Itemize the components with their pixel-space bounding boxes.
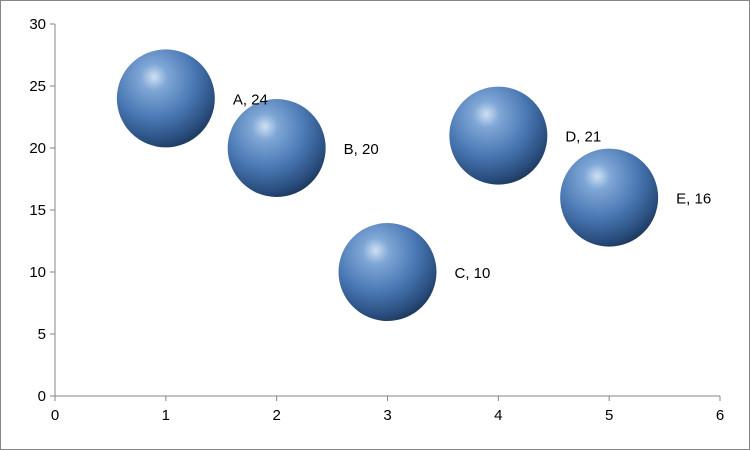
data-label-b: B, 20 [344,141,379,158]
y-ticks: 0 5 10 15 20 25 30 [29,16,55,405]
x-tick-label: 0 [51,407,59,424]
data-label-e: E, 16 [676,191,711,208]
y-tick-label: 25 [29,78,46,95]
x-tick-label: 4 [494,407,502,424]
bubble-c [338,223,437,321]
y-tick-label: 10 [29,264,46,281]
bubble-a [116,49,215,148]
x-ticks: 0 1 2 3 4 5 6 [51,396,724,424]
y-tick-label: 5 [38,326,46,343]
x-tick-label: 1 [162,407,170,424]
x-tick-label: 3 [383,407,391,424]
bubble-d [449,86,548,185]
y-tick-label: 30 [29,16,46,33]
y-tick-label: 0 [38,388,46,405]
data-label-a: A, 24 [233,91,268,108]
y-tick-label: 20 [29,140,46,157]
bubbles [116,49,659,321]
x-tick-label: 5 [605,407,613,424]
data-label-d: D, 21 [565,129,601,146]
data-labels: A, 24 B, 20 C, 10 D, 21 E, 16 [233,91,711,282]
x-tick-label: 6 [716,407,724,424]
data-label-c: C, 10 [455,265,491,282]
bubble-e [560,148,659,247]
y-tick-label: 15 [29,202,46,219]
x-tick-label: 2 [272,407,280,424]
bubble-b [227,99,326,197]
